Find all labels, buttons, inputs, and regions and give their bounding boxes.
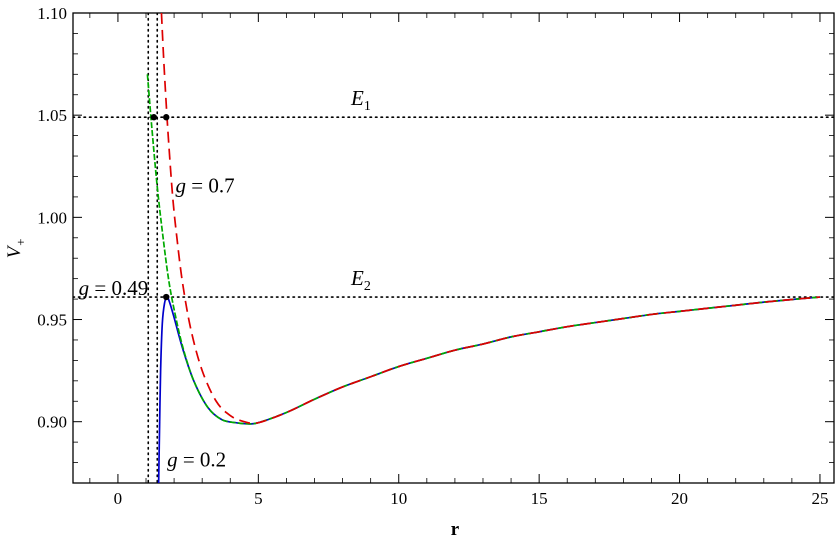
energy-label-var: E	[350, 86, 364, 110]
annotation-value: = 0.2	[178, 447, 227, 471]
y-axis-title-sub: +	[13, 238, 28, 247]
annotation-value: = 0.7	[186, 174, 235, 198]
y-tick-label: 0.95	[37, 311, 67, 330]
tick-labels: 0 5 10 15 20 25 0.90 0.95 1.00 1.05 1.10	[37, 4, 828, 508]
energy-label-sub: 2	[364, 279, 371, 294]
x-tick-label: 15	[531, 489, 548, 508]
y-tick-label: 1.00	[37, 208, 67, 227]
x-tick-label: 0	[114, 489, 123, 508]
series-layer	[146, 13, 821, 483]
turning-point-marker	[150, 114, 158, 121]
series-line-g-0-7	[160, 13, 821, 425]
x-tick-label: 20	[671, 489, 688, 508]
x-tick-label: 25	[811, 489, 828, 508]
series-annotation: g = 0.7	[175, 174, 234, 198]
energy-label-sub: 1	[364, 99, 371, 114]
annotation-var: g	[79, 276, 90, 300]
marker-layer	[150, 114, 170, 301]
x-tick-label: 5	[254, 489, 263, 508]
y-tick-label: 0.90	[37, 413, 67, 432]
energy-label: E2	[350, 266, 371, 294]
energy-label-var: E	[350, 266, 364, 290]
energy-label: E1	[350, 86, 371, 114]
y-tick-label: 1.10	[37, 4, 67, 23]
annotation-var: g	[175, 174, 186, 198]
y-tick-label: 1.05	[37, 106, 67, 125]
annotation-value: = 0.49	[89, 276, 148, 300]
series-annotation: g = 0.2	[167, 447, 226, 471]
y-axis-title: V+	[4, 238, 28, 258]
x-axis-title: r	[451, 519, 460, 540]
turning-point-marker	[163, 293, 170, 301]
plot-frame	[72, 12, 835, 484]
svg-text:V+: V+	[4, 238, 28, 258]
turning-point-marker	[163, 114, 170, 121]
y-axis-title-main: V	[4, 244, 25, 258]
x-tick-label: 10	[390, 489, 407, 508]
series-annotation: g = 0.49	[79, 276, 149, 300]
annotation-var: g	[167, 447, 178, 471]
axis-ticks	[73, 12, 834, 484]
